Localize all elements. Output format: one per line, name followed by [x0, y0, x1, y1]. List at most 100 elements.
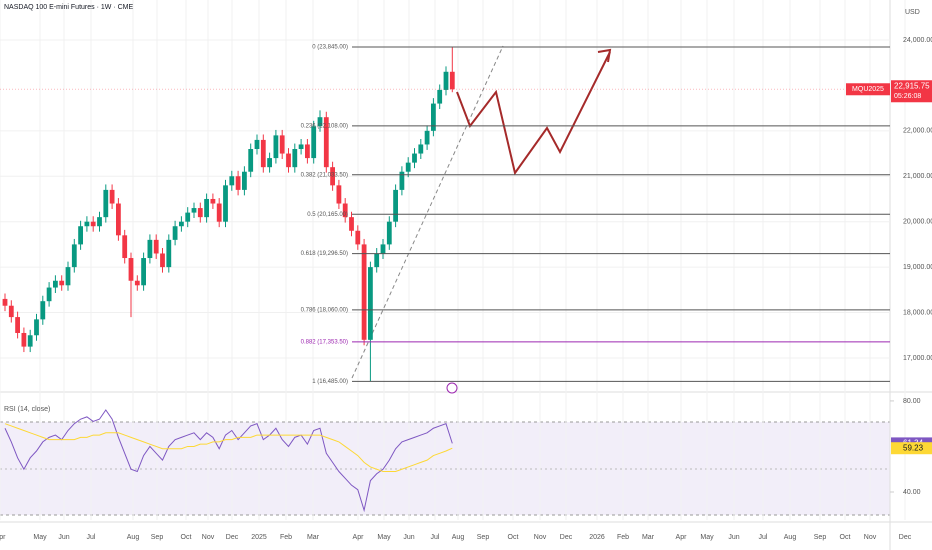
fib-label: 0.882 (17,353.50)	[301, 339, 348, 345]
candle-body	[204, 198, 209, 218]
candle-body	[97, 217, 102, 227]
candle-body	[399, 171, 405, 190]
candle-body	[349, 217, 354, 231]
y-tick-label: 19,000.00	[903, 264, 932, 271]
candle-body	[386, 221, 392, 245]
candle-body	[147, 239, 153, 259]
y-tick-label: 18,000.00	[903, 309, 932, 316]
candle-body	[78, 226, 83, 245]
fib-label: 0.5 (20,165.00)	[307, 212, 348, 218]
x-tick-label: Oct	[840, 534, 851, 541]
candle-body	[317, 117, 323, 127]
y-tick-label: 21,000.00	[903, 173, 932, 180]
candle-body	[116, 203, 121, 236]
candle-body	[412, 153, 417, 163]
x-tick-label: Apr	[676, 534, 688, 541]
x-tick-label: Oct	[181, 534, 192, 541]
candle-body	[122, 235, 128, 259]
candle-body	[90, 221, 96, 227]
candle-body	[330, 167, 335, 186]
candle-body	[160, 253, 165, 268]
x-tick-label: Jul	[431, 534, 440, 541]
fib-label: 0.382 (21,033.50)	[301, 172, 348, 178]
rsi-tick-label: 40.00	[903, 489, 921, 496]
rsi-value: 59.23	[903, 443, 924, 452]
trend-line	[351, 45, 504, 379]
x-tick-label: May	[33, 534, 47, 541]
symbol-tag	[846, 83, 890, 96]
candle-body	[46, 287, 52, 302]
x-tick-label: Aug	[452, 534, 465, 541]
candle-body	[40, 301, 46, 320]
x-tick-label: Jun	[403, 534, 414, 541]
rsi-value-tag	[891, 442, 932, 455]
rsi-title: RSI (14, close)	[4, 406, 50, 413]
candle-body	[53, 280, 58, 288]
x-tick-label: Oct	[508, 534, 519, 541]
candle-body	[21, 332, 27, 347]
y-tick-label: 17,000.00	[903, 355, 932, 362]
candle-body	[229, 176, 235, 186]
fib-label: 0 (23,845.00)	[312, 45, 348, 51]
x-tick-label: Jun	[58, 534, 69, 541]
x-tick-label: Sep	[814, 534, 827, 541]
candle-body	[279, 135, 285, 154]
candle-body	[8, 305, 14, 318]
candle-body	[216, 203, 222, 222]
y-tick-label: 20,000.00	[903, 219, 932, 226]
candle-body	[179, 221, 184, 227]
candle-body	[235, 176, 241, 190]
candle-body	[431, 103, 436, 131]
last-price: 22,915.75	[894, 81, 930, 90]
projection-arrowhead	[597, 48, 612, 63]
x-tick-label: Feb	[280, 534, 292, 541]
currency: USD	[905, 9, 920, 16]
candle-body	[437, 89, 443, 104]
candle-body	[134, 280, 140, 286]
candle-body	[210, 198, 216, 204]
x-tick-label: Mar	[642, 534, 655, 541]
candle-body	[153, 239, 159, 254]
candle-body	[223, 185, 228, 222]
candle-body	[380, 244, 386, 254]
x-tick-label: Aug	[127, 534, 140, 541]
x-tick-label: Nov	[864, 534, 877, 541]
fib-label: 0.236 (22,108.00)	[301, 124, 348, 130]
symbol: MQU2025	[852, 86, 884, 93]
candle-body	[298, 144, 304, 150]
x-tick-label: Feb	[617, 534, 629, 541]
x-tick-label: Sep	[151, 534, 164, 541]
candle-body	[286, 153, 291, 168]
candle-body	[449, 71, 455, 90]
x-tick-label: May	[700, 534, 714, 541]
price-tag	[891, 80, 932, 103]
candle-body	[405, 162, 411, 172]
candle-body	[103, 189, 109, 218]
candle-body	[336, 185, 342, 204]
x-tick-label: Apr	[353, 534, 365, 541]
candle-body	[84, 221, 90, 227]
x-tick-label: May	[377, 534, 391, 541]
candle-body	[311, 126, 317, 159]
candle-body	[59, 280, 65, 286]
candle-body	[342, 203, 348, 218]
candle-body	[248, 149, 254, 172]
candle-body	[254, 139, 260, 150]
x-tick-label: Nov	[534, 534, 547, 541]
x-tick-label: 2026	[589, 534, 605, 541]
candle-body	[191, 208, 197, 213]
candle-body	[34, 319, 39, 336]
candle-body	[374, 253, 380, 268]
candle-body	[242, 171, 247, 190]
candle-body	[27, 335, 33, 347]
candle-body	[71, 244, 77, 268]
event-icon[interactable]	[446, 382, 458, 394]
candle-body	[292, 149, 298, 168]
candle-body	[393, 189, 398, 222]
x-tick-label: Sep	[477, 534, 490, 541]
x-tick-label: Apr	[0, 534, 6, 541]
candle-body	[128, 258, 134, 281]
fib-label: 0.786 (18,060.00)	[301, 307, 348, 313]
candle-body	[185, 212, 191, 222]
